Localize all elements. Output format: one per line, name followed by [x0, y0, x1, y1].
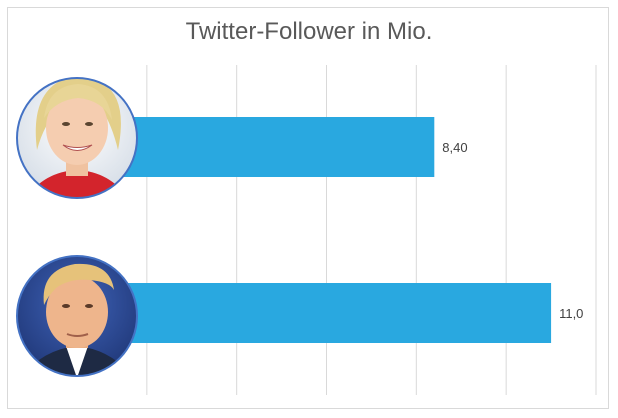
bar-1 [57, 283, 552, 343]
gridlines [146, 65, 597, 395]
value-label-1: 11,0 [559, 306, 583, 321]
value-label-0: 8,40 [442, 140, 467, 155]
portrait-trump [16, 255, 138, 377]
value-labels: 8,40 11,0 [442, 140, 583, 321]
portrait-clinton [16, 77, 138, 199]
chart-title: Twitter-Follower in Mio. [185, 18, 433, 45]
